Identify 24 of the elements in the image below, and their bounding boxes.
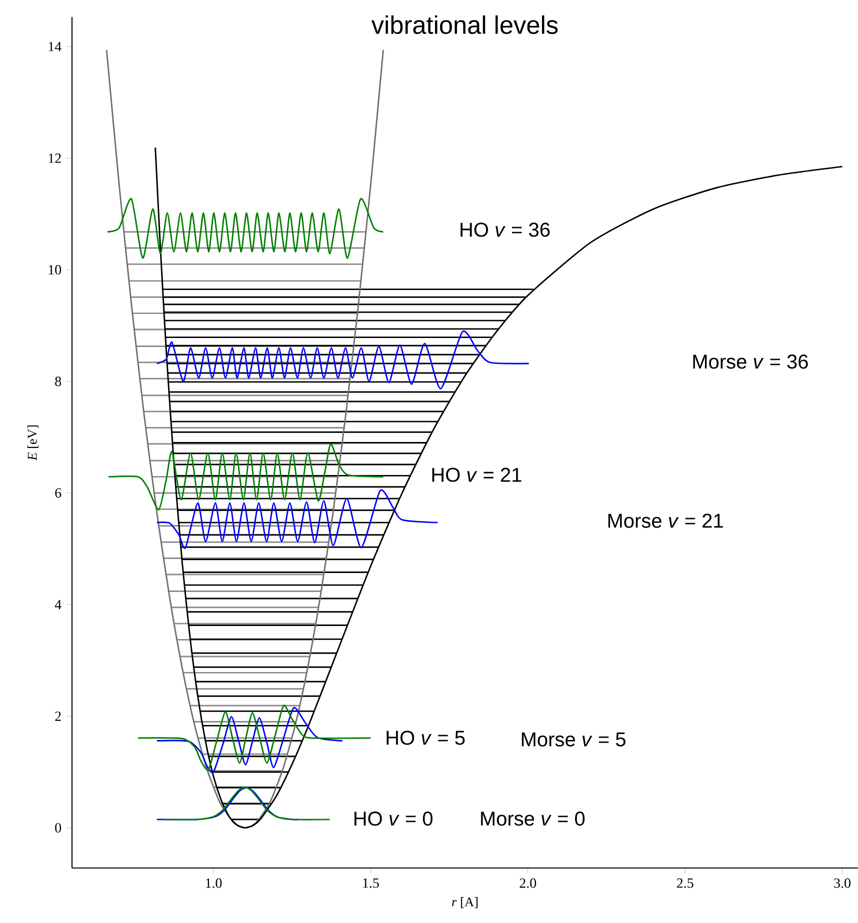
- y-tick-label: 2: [55, 712, 61, 721]
- annotation: HO v = 36: [460, 222, 550, 237]
- x-tick-label: 1.5: [363, 878, 379, 888]
- x-tick-label: 2.0: [520, 878, 536, 888]
- x-axis-title: r [A]: [452, 897, 478, 908]
- annotation: HO v = 21: [432, 468, 522, 482]
- annotation: HO v = 5: [386, 730, 465, 745]
- annotation: Morse v = 21: [608, 514, 723, 528]
- x-tick-label: 3.0: [834, 878, 850, 888]
- chart-title: vibrational levels: [371, 15, 558, 34]
- annotation: Morse v = 36: [693, 354, 808, 369]
- y-tick-label: 10: [48, 265, 62, 275]
- y-tick-label: 12: [48, 154, 61, 163]
- annotation: Morse v = 5: [522, 732, 626, 746]
- y-tick-label: 8: [55, 376, 62, 386]
- y-tick-label: 0: [55, 823, 62, 833]
- y-axis-title: E [eV]: [27, 426, 38, 461]
- annotation: Morse v = 0: [481, 812, 585, 826]
- y-tick-label: 6: [55, 488, 62, 498]
- x-tick-label: 1.0: [206, 878, 222, 888]
- x-tick-label: 2.5: [676, 878, 694, 888]
- annotation: HO v = 0: [354, 812, 432, 826]
- y-tick-label: 4: [54, 600, 62, 610]
- y-tick-label: 14: [48, 42, 62, 52]
